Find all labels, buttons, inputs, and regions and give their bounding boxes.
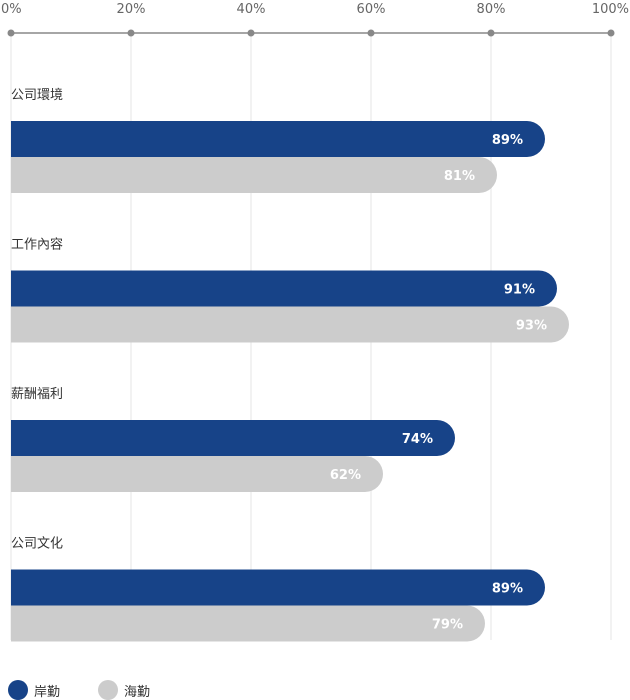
bar-1-3 bbox=[11, 605, 485, 642]
x-axis-tick-dot-0 bbox=[7, 29, 15, 37]
legend-label-series-0: 岸勤 bbox=[34, 684, 61, 700]
x-axis-tick-dot-3 bbox=[367, 29, 375, 37]
x-axis-tick-dot-5 bbox=[607, 29, 615, 37]
category-label-1: 工作內容 bbox=[11, 237, 63, 253]
legend: 岸勤 海勤 bbox=[8, 680, 150, 700]
bar-1-0 bbox=[11, 157, 497, 193]
legend-item-series-1: 海勤 bbox=[98, 680, 150, 700]
x-tick-label-5: 100% bbox=[592, 2, 629, 17]
bar-label-0-1: 91% bbox=[504, 283, 535, 298]
category-label-3: 公司文化 bbox=[11, 537, 63, 552]
bar-chart: 0% 20% 40% 60% 80% 100% 公司環境 89% 81% 工作內容 91% 93% 薪酬… bbox=[1, 2, 629, 642]
x-axis-tick-dot-1 bbox=[127, 29, 135, 37]
bar-label-1-1: 93% bbox=[516, 319, 547, 334]
bar-0-1 bbox=[11, 270, 557, 307]
bar-label-1-0: 81% bbox=[444, 169, 475, 184]
x-axis-tick-dot-4 bbox=[487, 29, 495, 37]
x-tick-label-2: 40% bbox=[237, 2, 266, 17]
bar-label-0-3: 89% bbox=[492, 582, 523, 597]
x-tick-label-4: 80% bbox=[477, 2, 506, 17]
bar-0-3 bbox=[11, 569, 545, 606]
bar-label-1-3: 79% bbox=[432, 618, 463, 633]
bar-0-0 bbox=[11, 121, 545, 157]
category-label-0: 公司環境 bbox=[11, 88, 63, 103]
bar-label-0-0: 89% bbox=[492, 133, 523, 148]
x-tick-label-3: 60% bbox=[357, 2, 386, 17]
legend-item-series-0: 岸勤 bbox=[8, 680, 60, 700]
bar-0-2 bbox=[11, 420, 455, 456]
x-tick-label-0: 0% bbox=[1, 2, 22, 17]
legend-swatch-series-1 bbox=[98, 680, 119, 700]
bar-label-0-2: 74% bbox=[402, 432, 433, 447]
x-tick-label-1: 20% bbox=[117, 2, 146, 17]
legend-swatch-series-0 bbox=[8, 680, 28, 700]
bar-1-1 bbox=[11, 306, 569, 343]
bar-1-2 bbox=[11, 456, 383, 492]
x-axis-tick-dot-2 bbox=[247, 29, 255, 37]
bar-label-1-2: 62% bbox=[330, 468, 361, 483]
category-label-2: 薪酬福利 bbox=[11, 387, 63, 402]
legend-label-series-1: 海勤 bbox=[124, 684, 151, 700]
